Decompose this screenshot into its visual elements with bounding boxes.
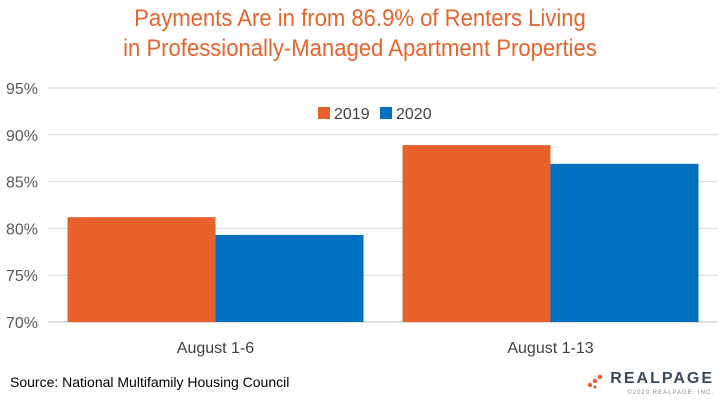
y-tick-label: 70%: [6, 315, 38, 332]
legend-label-2019: 2019: [334, 106, 370, 123]
bar-chart: 70% 75% 80% 85% 90% 95% August 1-6 August 1-13 2…: [6, 81, 718, 357]
logo-text: REALPAGE: [610, 370, 714, 387]
y-tick-label: 85%: [6, 175, 38, 192]
x-tick-label: August 1-6: [177, 340, 254, 357]
title-line-1: Payments Are in from 86.9% of Renters Li…: [134, 5, 586, 32]
x-tick-label: August 1-13: [507, 340, 593, 357]
logo-dots-icon: [587, 374, 603, 389]
bar-2020-2: [550, 163, 699, 322]
logo-copyright: ©2020 REALPAGE, INC.: [627, 390, 714, 396]
legend-swatch-2019: [318, 107, 330, 119]
bar-2020-1: [215, 234, 364, 322]
bar-2019-1: [67, 217, 216, 322]
legend-swatch-2020: [380, 107, 392, 119]
y-tick-label: 95%: [6, 81, 38, 98]
y-tick-label: 80%: [6, 221, 38, 238]
bar-2019-2: [402, 145, 551, 322]
source-note: Source: National Multifamily Housing Cou…: [10, 374, 290, 390]
y-tick-label: 90%: [6, 128, 38, 145]
y-tick-label: 75%: [6, 268, 38, 285]
legend-label-2020: 2020: [396, 106, 432, 123]
chart-title: Payments Are in from 86.9% of Renters Li…: [29, 4, 691, 64]
realpage-logo: REALPAGE ©2020 REALPAGE, INC.: [584, 370, 714, 400]
title-line-2: in Professionally-Managed Apartment Prop…: [123, 35, 597, 62]
